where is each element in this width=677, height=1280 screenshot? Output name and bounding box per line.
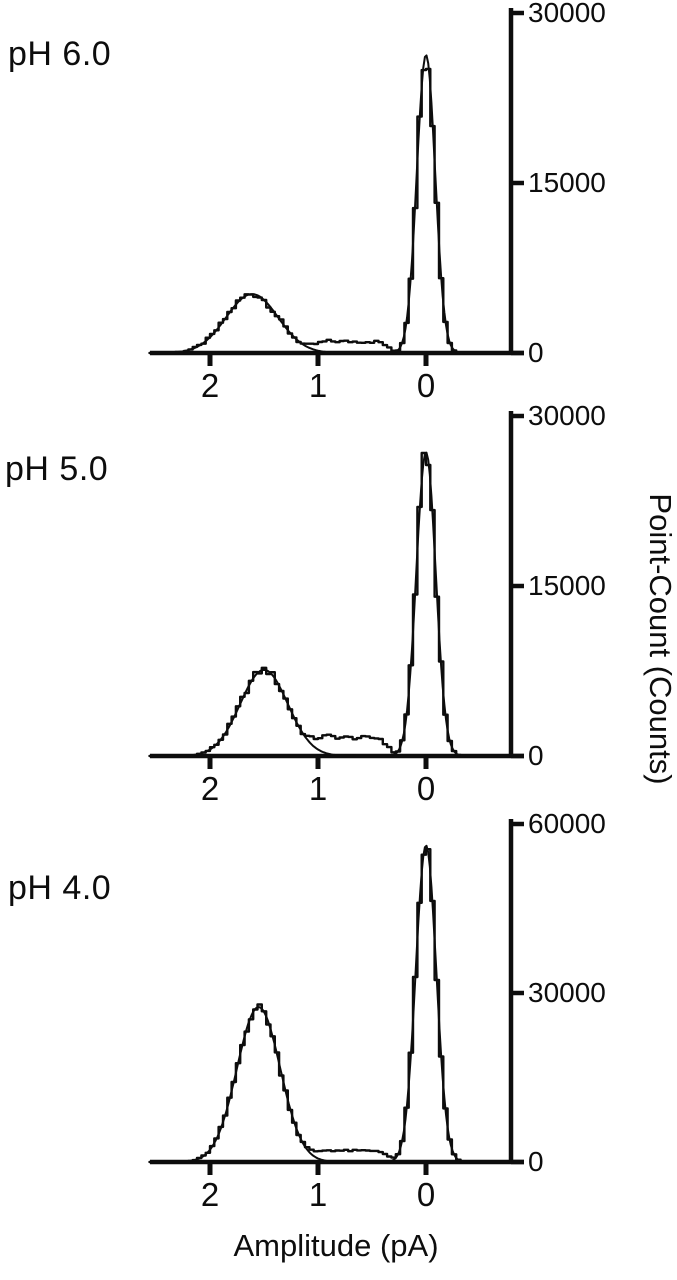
- gaussian-fit-path: [148, 451, 510, 757]
- x-tick-label: 1: [308, 770, 328, 807]
- x-tick-label: 2: [200, 770, 220, 807]
- y-tick-label: 15000: [528, 570, 606, 601]
- x-axis-title: Amplitude (pA): [233, 1228, 439, 1263]
- histogram-series-path: [148, 67, 514, 355]
- panel-label-ph-5: pH 5.0: [5, 450, 109, 488]
- x-tick-label: 2: [200, 367, 220, 404]
- histogram-series-path: [148, 848, 514, 1164]
- gaussian-fit-path: [148, 844, 510, 1163]
- x-tick-label: 0: [416, 770, 436, 807]
- y-tick-label: 15000: [528, 167, 606, 198]
- y-tick-label: 60000: [528, 808, 606, 839]
- y-tick-label: 0: [528, 337, 544, 368]
- y-tick-label: 30000: [528, 977, 606, 1008]
- y-tick-label: 30000: [528, 0, 606, 28]
- x-tick-label: 0: [416, 367, 436, 404]
- panel-label-ph-4: pH 4.0: [8, 869, 112, 907]
- panel-label-ph-6: pH 6.0: [8, 35, 112, 73]
- x-tick-label: 1: [308, 1176, 328, 1213]
- y-axis-title: Point-Count (Counts): [643, 493, 677, 785]
- histogram-series-path: [148, 451, 514, 758]
- y-tick-label: 0: [528, 1146, 544, 1177]
- x-tick-label: 2: [200, 1176, 220, 1213]
- x-tick-label: 1: [308, 367, 328, 404]
- x-tick-label: 0: [416, 1176, 436, 1213]
- y-tick-label: 30000: [528, 400, 606, 431]
- y-tick-label: 0: [528, 740, 544, 771]
- gaussian-fit-path: [148, 54, 510, 354]
